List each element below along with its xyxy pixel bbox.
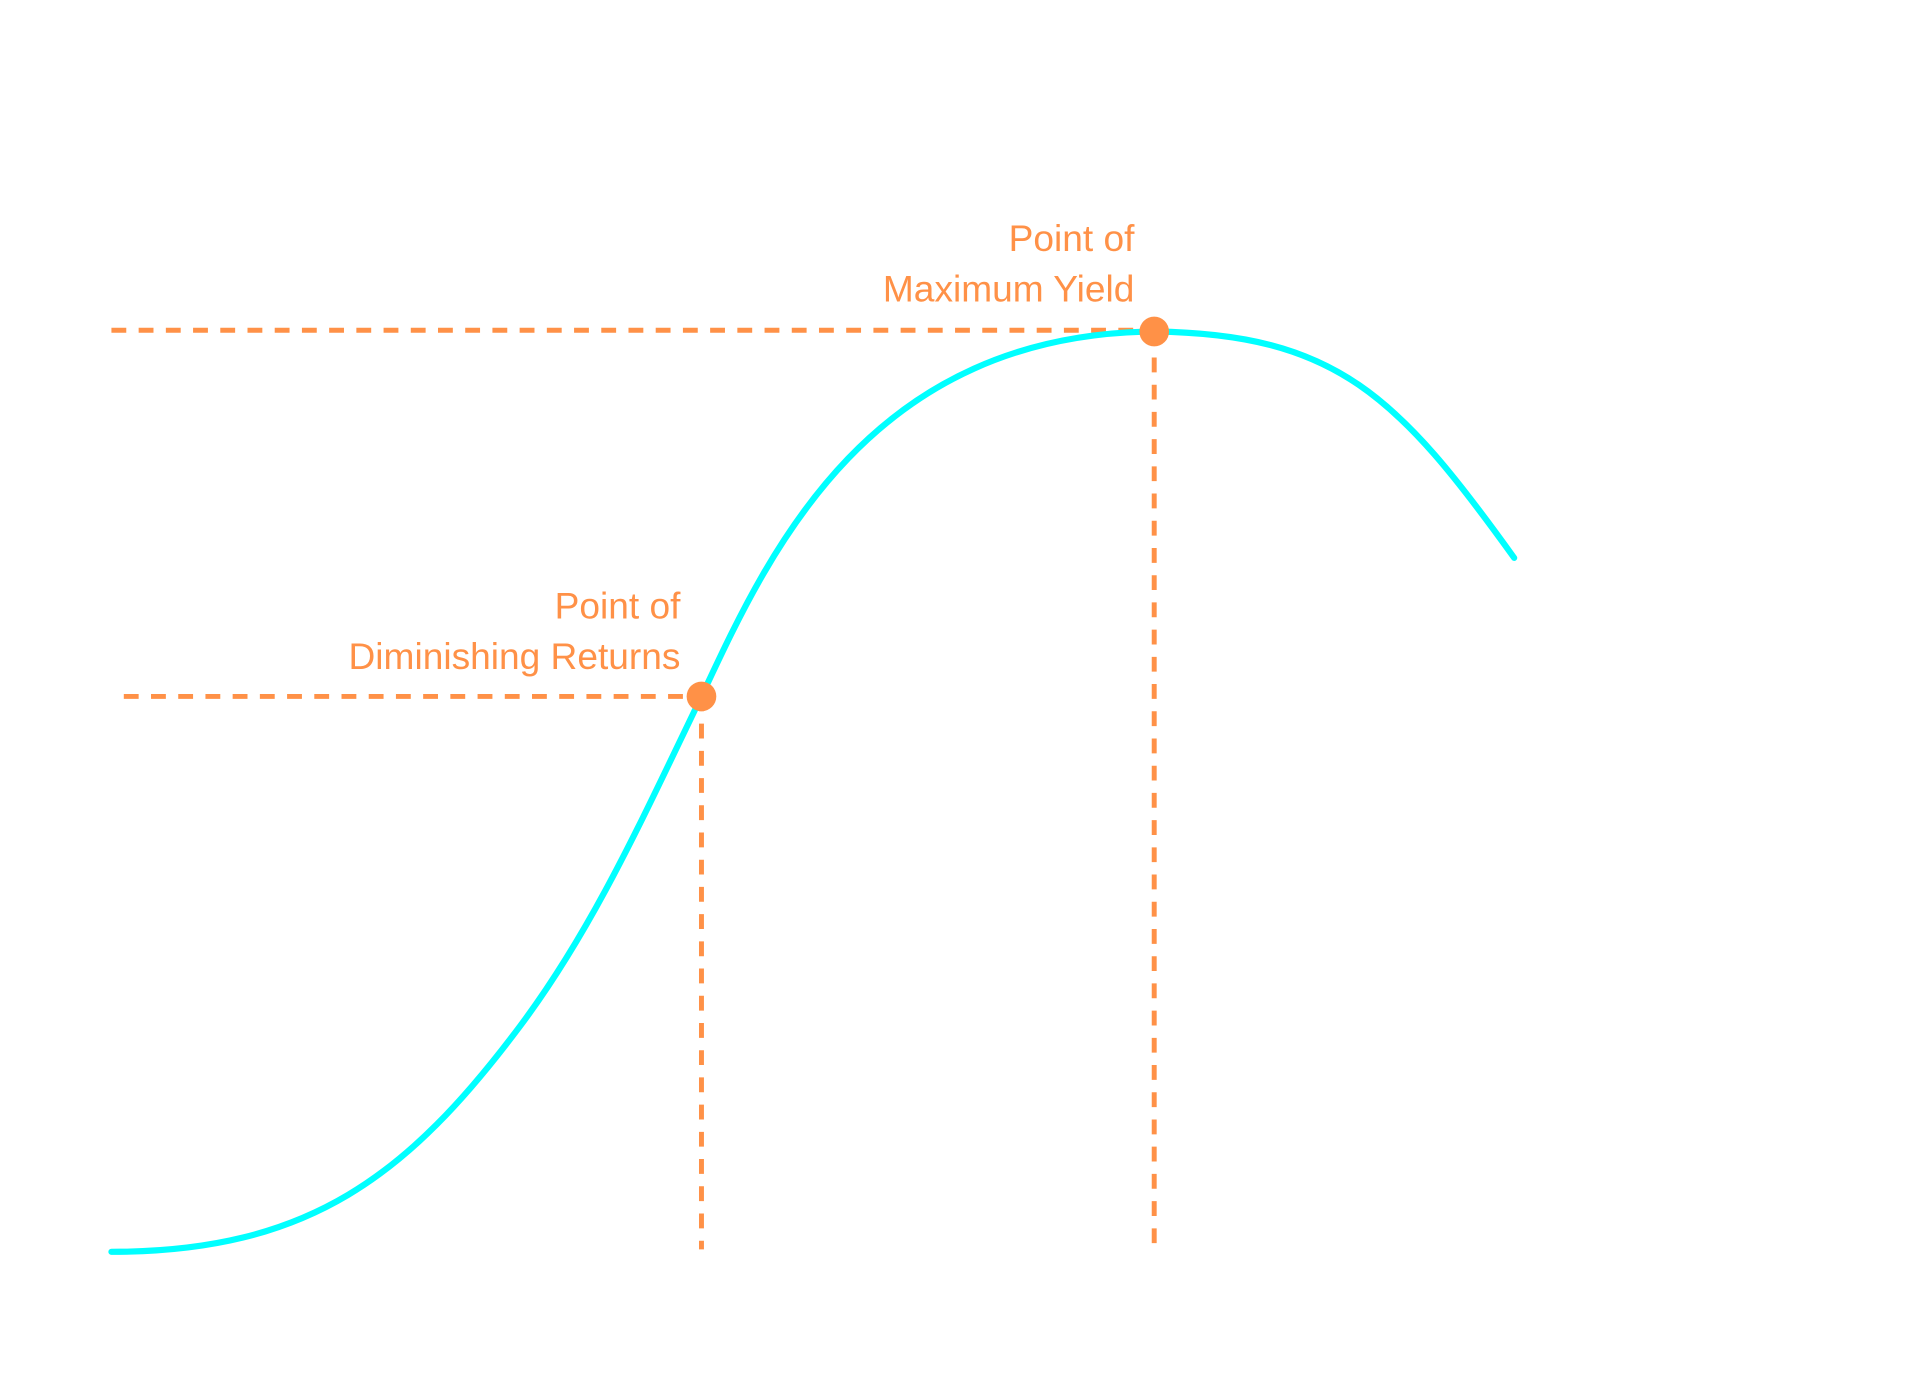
annotation-label: Diminishing Returns [349, 635, 681, 677]
annotation-label: Maximum Yield [883, 268, 1134, 310]
annotation-label: Point of [555, 584, 681, 626]
yield-curve [108, 328, 1518, 1255]
diminishing-returns-point [686, 681, 717, 712]
max-yield-point [1139, 316, 1170, 347]
annotation-label: Point of [1009, 217, 1135, 259]
